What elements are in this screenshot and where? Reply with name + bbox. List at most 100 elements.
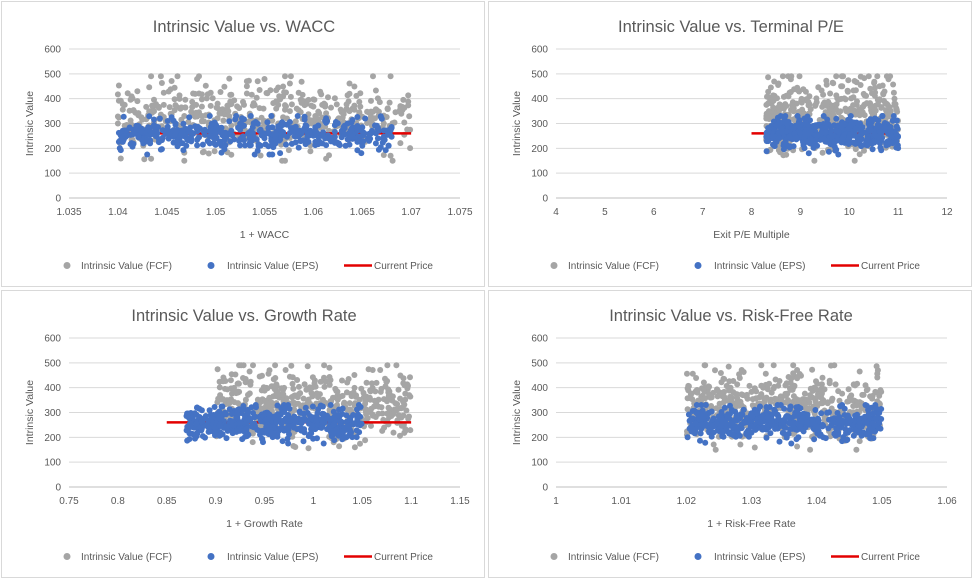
eps-point bbox=[794, 413, 801, 419]
eps-point bbox=[865, 120, 872, 127]
x-tick-label: 1.15 bbox=[450, 496, 470, 507]
eps-point bbox=[835, 419, 842, 426]
eps-point bbox=[837, 403, 844, 410]
eps-point bbox=[786, 133, 793, 140]
fcf-point bbox=[689, 370, 696, 377]
fcf-point bbox=[115, 82, 122, 89]
fcf-point bbox=[216, 110, 223, 117]
eps-point bbox=[359, 124, 366, 131]
fcf-point bbox=[770, 362, 777, 369]
fcf-point bbox=[853, 446, 860, 453]
fcf-point bbox=[322, 378, 329, 385]
fcf-point bbox=[860, 391, 867, 398]
fcf-point bbox=[406, 413, 412, 420]
eps-point bbox=[229, 430, 236, 437]
chart-panel-wacc: Intrinsic Value vs. WACC 0 100 200 300 400 500… bbox=[1, 1, 485, 287]
eps-point bbox=[232, 116, 239, 123]
eps-point bbox=[121, 127, 128, 134]
fcf-point bbox=[281, 384, 288, 391]
eps-point bbox=[758, 414, 765, 421]
fcf-point bbox=[290, 443, 297, 449]
eps-point bbox=[266, 411, 273, 418]
fcf-point bbox=[386, 406, 393, 412]
eps-point bbox=[255, 143, 262, 150]
fcf-point bbox=[861, 147, 867, 154]
fcf-point bbox=[198, 113, 205, 119]
fcf-point bbox=[353, 92, 360, 99]
fcf-point bbox=[288, 101, 295, 108]
fcf-point bbox=[166, 104, 173, 111]
legend-marker-eps bbox=[207, 262, 215, 269]
fcf-point bbox=[801, 390, 808, 397]
eps-point bbox=[374, 135, 381, 142]
eps-point bbox=[693, 402, 700, 408]
eps-point bbox=[234, 406, 241, 413]
fcf-point bbox=[174, 73, 181, 80]
fcf-point bbox=[350, 389, 357, 396]
eps-point bbox=[685, 411, 692, 418]
eps-point bbox=[818, 410, 825, 417]
eps-point bbox=[854, 411, 861, 418]
eps-point bbox=[221, 137, 228, 144]
fcf-point bbox=[134, 88, 141, 95]
eps-point bbox=[164, 123, 171, 130]
eps-point bbox=[204, 138, 211, 145]
eps-point bbox=[309, 422, 316, 429]
eps-point bbox=[115, 138, 122, 145]
fcf-point bbox=[393, 362, 400, 369]
eps-point bbox=[276, 123, 283, 130]
eps-point bbox=[780, 146, 787, 153]
eps-point bbox=[787, 403, 794, 410]
eps-point bbox=[272, 140, 279, 147]
fcf-point bbox=[305, 96, 312, 103]
eps-point bbox=[294, 113, 301, 119]
y-tick-label: 300 bbox=[44, 408, 61, 419]
fcf-point bbox=[815, 84, 822, 91]
fcf-point bbox=[393, 407, 400, 414]
fcf-point bbox=[894, 108, 901, 115]
x-tick-label: 1.05 bbox=[206, 207, 226, 218]
fcf-point bbox=[391, 119, 398, 126]
x-tick-label: 1.06 bbox=[304, 207, 324, 218]
eps-point bbox=[831, 132, 837, 139]
fcf-point bbox=[114, 120, 121, 127]
fcf-point bbox=[380, 152, 387, 158]
eps-point bbox=[357, 137, 364, 144]
eps-point bbox=[764, 414, 771, 421]
fcf-point bbox=[309, 374, 316, 381]
y-tick-label: 300 bbox=[531, 119, 548, 130]
eps-point bbox=[314, 435, 320, 442]
eps-point bbox=[338, 134, 345, 141]
fcf-point bbox=[721, 393, 728, 400]
fcf-point bbox=[406, 113, 413, 120]
eps-point bbox=[333, 412, 339, 419]
fcf-point bbox=[327, 377, 334, 383]
fcf-point bbox=[798, 95, 805, 102]
fcf-point bbox=[313, 390, 320, 397]
eps-point bbox=[279, 438, 286, 445]
fcf-point bbox=[746, 382, 753, 389]
eps-point bbox=[357, 133, 364, 140]
eps-point bbox=[835, 128, 842, 135]
eps-point bbox=[188, 423, 195, 430]
eps-point bbox=[852, 140, 858, 147]
eps-point bbox=[777, 113, 784, 119]
legend-label-current-price: Current Price bbox=[374, 261, 433, 272]
fcf-point bbox=[730, 378, 737, 384]
eps-point bbox=[843, 419, 850, 426]
eps-point bbox=[888, 133, 895, 140]
eps-point bbox=[128, 140, 135, 147]
legend-marker-fcf bbox=[63, 553, 71, 560]
fcf-point bbox=[198, 103, 205, 110]
fcf-point bbox=[373, 399, 380, 406]
fcf-point bbox=[684, 395, 691, 402]
eps-point bbox=[320, 440, 327, 447]
fcf-point bbox=[134, 98, 141, 105]
eps-point bbox=[828, 422, 835, 429]
eps-point bbox=[795, 434, 802, 441]
fcf-point bbox=[790, 362, 797, 369]
eps-point bbox=[315, 406, 322, 413]
eps-point bbox=[720, 433, 727, 440]
fcf-point bbox=[785, 93, 792, 100]
fcf-point bbox=[253, 94, 260, 101]
